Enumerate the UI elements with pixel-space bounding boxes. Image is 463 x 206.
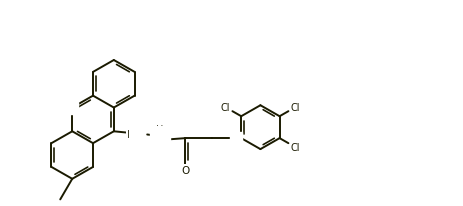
Text: Cl: Cl <box>290 103 300 113</box>
Text: N: N <box>69 103 76 113</box>
Text: O: O <box>181 165 189 175</box>
Text: O: O <box>232 133 240 143</box>
Text: Cl: Cl <box>290 142 300 152</box>
Text: NH: NH <box>127 129 142 139</box>
Text: Cl: Cl <box>221 103 231 113</box>
Text: H: H <box>156 124 163 134</box>
Text: N: N <box>156 138 164 148</box>
